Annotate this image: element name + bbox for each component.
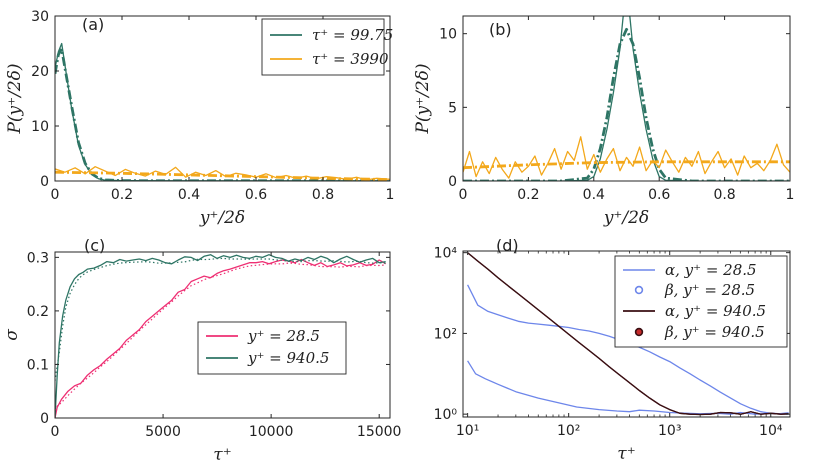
axes-frame	[462, 15, 791, 182]
y-tick-label: 0	[448, 174, 457, 190]
panel-c: 0 5000 10000 15000 0 0.1 0.2 0.3 τ⁺ σ (c)	[2, 236, 401, 465]
legend-box	[197, 321, 347, 375]
legend-d: α, y⁺ = 28.5 β, y⁺ = 28.5 α, y⁺ = 940.5 β, …	[614, 255, 788, 348]
legend-c: y⁺ = 28.5 y⁺ = 940.5	[197, 321, 347, 375]
y-axis-label: P(y⁺/2δ)	[413, 63, 433, 134]
x-axis-label: τ⁺	[617, 444, 635, 464]
panel-label: (a)	[82, 15, 104, 34]
panel-label: (d)	[496, 236, 519, 255]
y-tick-label: 30	[31, 9, 49, 25]
panel-d: 10¹ 10² 10³ 10⁴ 10⁰ 10² 10⁴ τ⁺ (d)	[434, 236, 791, 464]
x-tick-label: 15000	[357, 424, 402, 440]
y-tick-label: 0	[40, 174, 49, 190]
legend-label: τ⁺ = 3990	[312, 50, 389, 68]
y-tick-label: 10⁰	[434, 407, 458, 423]
x-tick-label: 10¹	[456, 423, 479, 439]
axes-frame	[54, 15, 391, 182]
legend-label: τ⁺ = 99.75	[312, 26, 393, 44]
series--y-940-5	[467, 252, 789, 416]
x-tick-label: 0.8	[713, 187, 735, 203]
legend-label: y⁺ = 28.5	[247, 327, 320, 345]
plot-area	[55, 254, 387, 418]
panel-label: (b)	[489, 20, 512, 39]
x-tick-label: 0.2	[111, 187, 133, 203]
series-y-940-5	[55, 254, 386, 418]
legend-label: α, y⁺ = 28.5	[665, 261, 757, 279]
x-tick-label: 0.8	[312, 187, 334, 203]
plot-area	[463, 16, 790, 181]
legend-label: α, y⁺ = 940.5	[665, 302, 766, 320]
y-tick-label: 10²	[434, 326, 457, 342]
y-tick-label: 10	[31, 119, 49, 135]
y-axis-label: σ	[2, 329, 22, 341]
legend-label: β, y⁺ = 940.5	[664, 323, 765, 341]
x-tick-label: 10000	[249, 424, 294, 440]
ticks: 0 5000 10000 15000 0 0.1 0.2 0.3	[27, 250, 402, 440]
y-tick-label: 10	[439, 27, 457, 43]
y-tick-label: 10⁴	[434, 246, 458, 262]
x-tick-label: 0.6	[245, 187, 267, 203]
series-teal-fit	[463, 27, 790, 181]
x-tick-label: 0.4	[178, 187, 200, 203]
legend-marker	[634, 327, 644, 337]
series--y-28-5	[467, 360, 789, 415]
series-orange	[463, 136, 790, 179]
x-axis-label: y⁺/2δ	[603, 208, 649, 228]
legend-label: y⁺ = 940.5	[247, 349, 329, 367]
y-tick-label: 0.1	[27, 357, 49, 373]
axes-frame	[462, 250, 791, 418]
x-tick-label: 0.6	[648, 187, 670, 203]
y-tick-label: 0	[40, 411, 49, 427]
x-axis-label: τ⁺	[213, 445, 231, 465]
legend-marker	[634, 285, 644, 295]
axes-frame	[54, 251, 391, 419]
x-tick-label: 10⁴	[759, 423, 783, 439]
plot-area	[467, 252, 789, 416]
legend-label: β, y⁺ = 28.5	[664, 281, 755, 299]
x-tick-label: 0	[51, 424, 60, 440]
x-tick-label: 1	[386, 187, 395, 203]
x-tick-label: 0	[51, 187, 60, 203]
y-tick-label: 0.2	[27, 304, 49, 320]
x-tick-label: 0.4	[583, 187, 605, 203]
series--99-75-fit-	[55, 47, 390, 181]
ticks: 10¹ 10² 10³ 10⁴ 10⁰ 10² 10⁴	[434, 246, 790, 439]
series-orange-fit	[463, 160, 790, 170]
x-tick-label: 10²	[557, 423, 580, 439]
y-tick-label: 0.3	[27, 250, 49, 266]
series-y-28-5	[55, 258, 387, 418]
series-teal	[463, 16, 790, 181]
y-tick-label: 5	[448, 100, 457, 116]
legend-a: τ⁺ = 99.75 τ⁺ = 3990	[261, 18, 393, 76]
panel-label: (c)	[84, 236, 105, 255]
series-fit-dotted	[55, 262, 386, 411]
x-tick-label: 10³	[658, 423, 681, 439]
y-tick-label: 20	[31, 64, 49, 80]
x-tick-label: 1	[786, 187, 795, 203]
series--3990-fit-	[55, 170, 390, 181]
x-tick-label: 0.2	[517, 187, 539, 203]
x-tick-label: 0	[459, 187, 468, 203]
x-tick-label: 5000	[145, 424, 181, 440]
x-axis-label: y⁺/2δ	[199, 208, 245, 228]
legend-box	[261, 18, 385, 76]
legend-box	[614, 255, 788, 348]
y-axis-label: P(y⁺/2δ)	[5, 63, 25, 134]
